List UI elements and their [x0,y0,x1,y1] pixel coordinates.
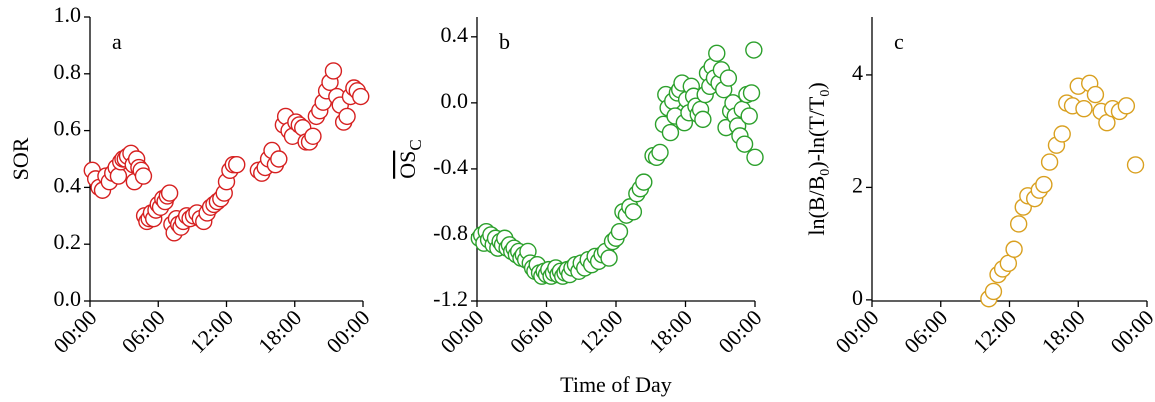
x-tick-label: 00:00 [321,305,374,358]
data-point [1005,240,1023,258]
x-tick-label: 12:00 [574,305,627,358]
x-tick-label: 18:00 [253,305,306,358]
data-point [352,87,370,106]
x-tick-label: 06:00 [899,305,952,358]
data-point [160,184,179,202]
x-tick-label: 12:00 [968,305,1021,358]
data-point [735,135,754,153]
data-point [228,155,246,174]
y-axis-label: OSC [395,139,425,178]
data-point [1086,85,1105,104]
y-tick-label: 0.6 [54,116,82,141]
y-tick-label: -0.4 [433,154,468,179]
data-point [742,84,761,102]
panel-label: a [112,29,122,54]
data-point [600,249,618,267]
y-tick-label: 0.8 [54,59,82,84]
x-tick-label: 18:00 [644,305,697,358]
y-axis-label: SOR [8,137,33,180]
data-point [719,69,738,87]
x-tick-label: 12:00 [185,305,238,358]
data-point [1117,97,1136,115]
y-tick-label: 0.0 [441,88,469,113]
data-point [635,173,653,191]
x-tick-label: 00:00 [1105,305,1155,358]
data-point [1040,153,1059,171]
panel-label: c [894,29,904,54]
data-point [661,123,680,142]
data-point [624,203,643,221]
data-point [746,148,764,167]
panel-label: b [499,29,510,54]
data-point [1035,175,1053,194]
y-tick-label: 2 [852,172,863,197]
data-point [651,143,669,162]
x-tick-label: 18:00 [1037,305,1090,358]
data-point [694,110,712,129]
y-tick-label: -0.8 [433,220,468,245]
y-tick-label: -1.2 [433,286,468,311]
data-point [1075,99,1093,118]
data-point [134,167,153,185]
x-axis-label: Time of Day [560,372,672,397]
data-point [304,127,322,145]
x-tick-label: 00:00 [435,305,488,358]
y-tick-label: 0.4 [441,22,469,47]
x-tick-label: 00:00 [713,305,766,358]
y-tick-label: 0.2 [54,229,82,254]
x-tick-label: 06:00 [505,305,558,358]
x-tick-label: 06:00 [117,305,170,358]
data-point [708,44,726,63]
y-tick-label: 0.0 [54,286,82,311]
data-point [109,167,128,185]
data-point [984,282,1003,301]
y-tick-label: 0.4 [54,172,82,197]
x-tick-label: 00:00 [48,305,101,358]
y-tick-label: 4 [852,60,863,85]
data-point [610,222,629,241]
data-point [1126,156,1145,174]
data-point [740,107,758,125]
data-point [745,41,763,59]
x-tick-label: 00:00 [830,305,883,358]
y-axis-label: ln(B/B0)-ln(T/T0) [804,82,833,235]
data-point [1009,215,1028,233]
y-tick-label: 1.0 [54,2,82,27]
data-point [324,62,343,80]
y-tick-label: 0 [852,285,863,310]
data-point [338,107,356,126]
data-point [270,150,288,168]
data-point [1053,125,1071,143]
